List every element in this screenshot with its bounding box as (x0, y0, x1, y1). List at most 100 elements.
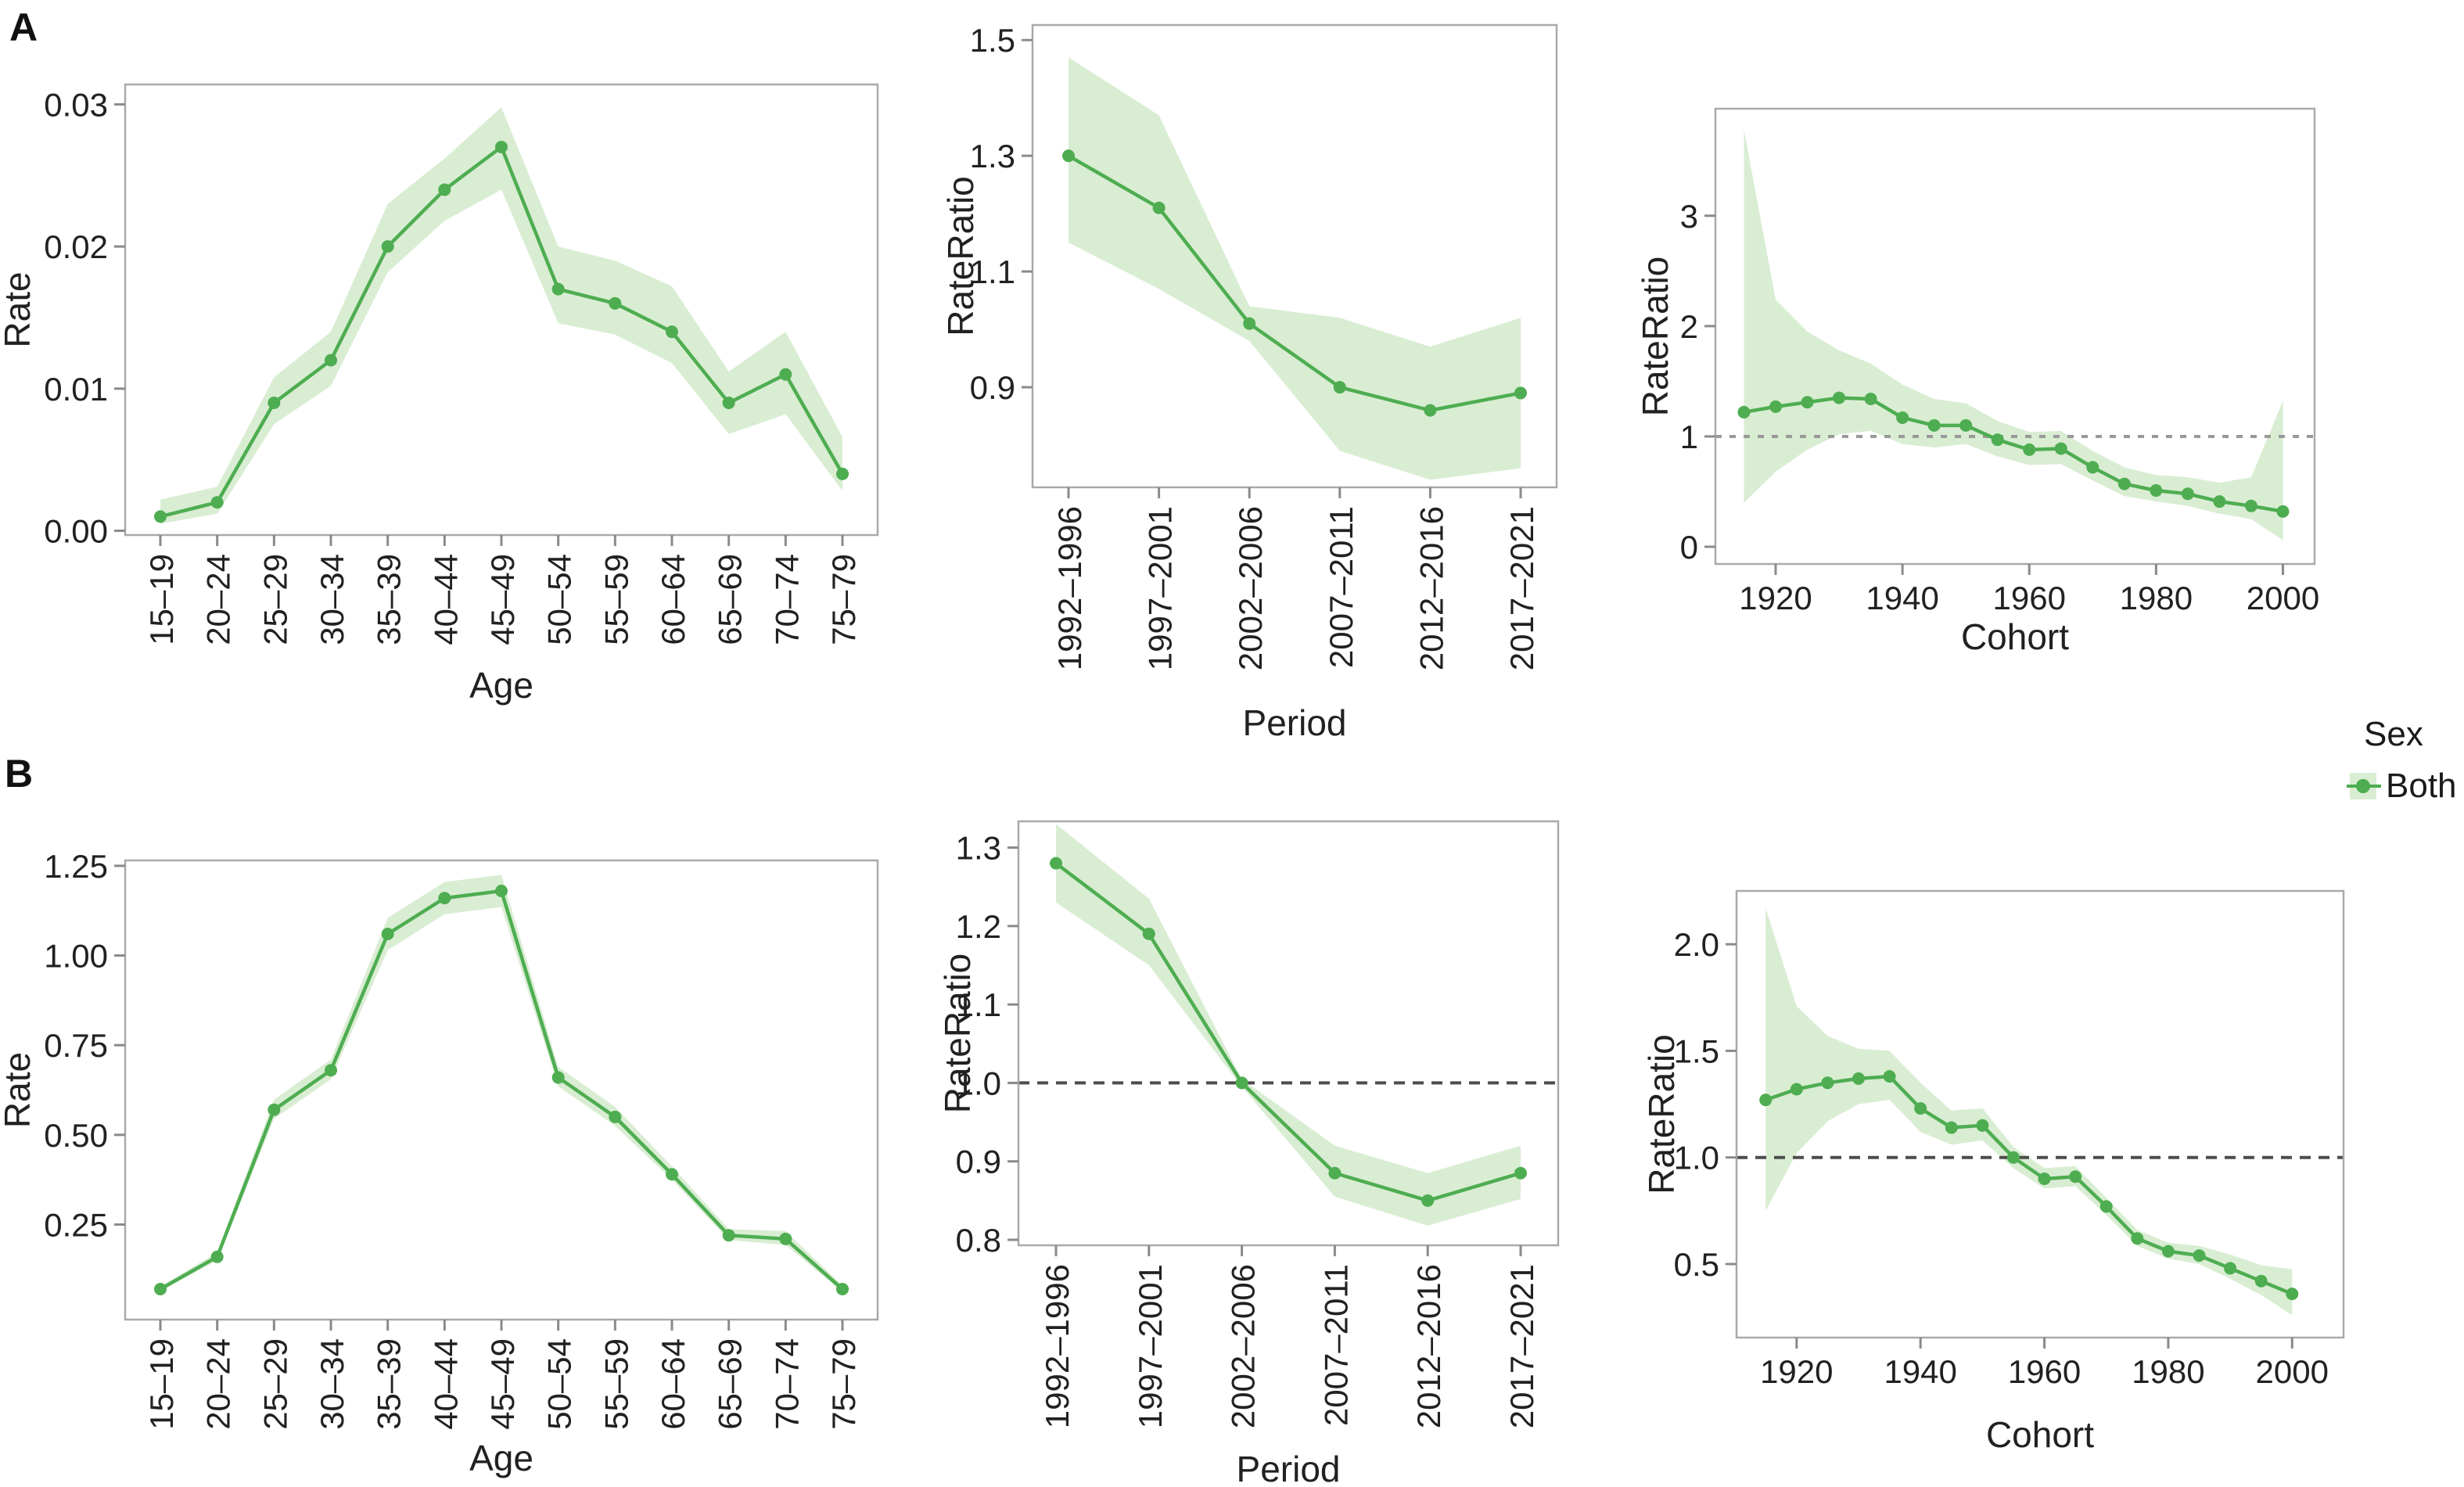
x-tick-label: 25–29 (257, 554, 293, 645)
data-point (2038, 1172, 2051, 1185)
x-tick-label: 55–59 (598, 1338, 634, 1430)
y-tick-label: 1.25 (44, 848, 108, 885)
data-point (1050, 857, 1062, 870)
y-tick-label: 0.02 (44, 228, 108, 265)
y-tick-label: 3 (1680, 198, 1698, 235)
data-point (495, 140, 508, 153)
x-tick-label: 20–24 (200, 1338, 237, 1430)
y-tick-label: 0.50 (44, 1117, 108, 1154)
data-point (438, 892, 451, 905)
confidence-band (1765, 907, 2293, 1316)
data-point (495, 884, 508, 897)
y-tick-label: 0.5 (1674, 1246, 1719, 1283)
y-axis-title: Rate (0, 1052, 38, 1128)
panel-a-label: A (9, 5, 38, 49)
chart-b-rateratio-by-period: 0.8 0.9 1.0 1.1 1.2 1.3 1992–1996 1997–2001 2002… (937, 820, 1560, 1487)
x-tick-label: 60–64 (655, 1338, 691, 1430)
data-point (2286, 1288, 2299, 1301)
x-tick-label: 45–49 (484, 1338, 521, 1430)
panel-b-label: B (5, 752, 34, 796)
legend-sex: Sex Both (2347, 715, 2464, 806)
data-point (1790, 1083, 1803, 1096)
x-tick-label: 1920 (1760, 1353, 1833, 1390)
legend-item-both: Both (2347, 767, 2464, 806)
data-point (1769, 400, 1783, 413)
data-point (1833, 391, 1846, 404)
data-point (2181, 487, 2194, 501)
data-point (2224, 1262, 2237, 1275)
data-point (779, 368, 792, 381)
y-tick-label: 1.5 (970, 22, 1015, 59)
y-axis-title: RateRatio (1635, 257, 1676, 417)
data-point (2213, 495, 2226, 508)
x-tick-label: 1940 (1866, 580, 1938, 616)
x-tick-label: 35–39 (371, 554, 408, 645)
data-point (2193, 1249, 2206, 1263)
x-tick-label: 40–44 (427, 1338, 464, 1430)
data-point (1737, 405, 1751, 418)
y-axis-title: Rate (0, 271, 38, 347)
x-tick-label: 1997–2001 (1132, 1264, 1169, 1428)
x-axis-title: Cohort (1986, 1414, 2094, 1455)
x-tick-label: 2000 (2247, 580, 2319, 616)
data-point (1883, 1070, 1896, 1083)
y-tick-label: 1 (1680, 418, 1698, 455)
legend-key-both-icon (2347, 773, 2381, 799)
x-tick-label: 70–74 (768, 554, 805, 645)
y-tick-label: 0.01 (44, 371, 108, 408)
y-tick-label: 2 (1680, 308, 1698, 345)
y-tick-label: 1.5 (1674, 1033, 1719, 1069)
data-point (836, 1283, 849, 1296)
plot-border (1031, 23, 1558, 489)
data-point (551, 282, 565, 296)
y-tick-label: 0.03 (44, 86, 108, 123)
plot-border (124, 859, 879, 1321)
y-axis-title: RateRatio (937, 954, 978, 1114)
x-tick-label: 70–74 (768, 1338, 805, 1430)
data-point (2254, 1274, 2268, 1288)
y-tick-label: 0 (1680, 529, 1698, 566)
data-point (2117, 477, 2131, 490)
x-tick-label: 55–59 (598, 554, 634, 645)
x-tick-label: 1992–1996 (1051, 506, 1088, 670)
data-point (1514, 1166, 1527, 1180)
data-point (2023, 443, 2036, 456)
data-point (268, 397, 281, 410)
x-tick-label: 1980 (2120, 580, 2193, 616)
data-point (154, 1283, 167, 1296)
x-tick-label: 35–39 (371, 1338, 408, 1430)
data-point (1959, 418, 1973, 432)
data-point (210, 1250, 224, 1263)
data-point (2099, 1200, 2113, 1213)
y-tick-label: 1.3 (970, 138, 1015, 174)
data-point (1914, 1102, 1927, 1115)
data-point (1945, 1121, 1958, 1134)
data-point (2276, 505, 2290, 518)
x-tick-label: 30–34 (314, 1338, 350, 1430)
data-point (722, 1229, 735, 1242)
data-point (2006, 1151, 2020, 1164)
y-tick-label: 1.2 (956, 908, 1001, 945)
x-tick-label: 1992–1996 (1039, 1264, 1076, 1428)
data-point (1062, 149, 1075, 163)
data-point (609, 1110, 622, 1123)
chart-a-rateratio-by-cohort: 0 1 2 3 1920 1940 1960 1980 2000 Cohort RateRatio (1635, 107, 2319, 657)
data-point (2131, 1232, 2144, 1245)
data-point (2069, 1170, 2082, 1183)
data-point (1896, 411, 1909, 424)
data-point (1801, 396, 1814, 409)
x-tick-label: 2007–2011 (1323, 506, 1360, 668)
confidence-band (160, 107, 842, 524)
data-point (551, 1071, 565, 1084)
x-tick-label: 2017–2021 (1503, 1264, 1540, 1428)
x-axis-title: Age (469, 665, 533, 706)
x-axis-title: Age (469, 1438, 533, 1478)
plot-border (1017, 820, 1560, 1247)
x-tick-label: 1920 (1739, 580, 1812, 616)
data-point (2086, 461, 2099, 474)
x-tick-label: 65–69 (712, 1338, 749, 1430)
data-point (1328, 1166, 1342, 1180)
data-point (1759, 1094, 1773, 1107)
data-point (609, 296, 622, 310)
